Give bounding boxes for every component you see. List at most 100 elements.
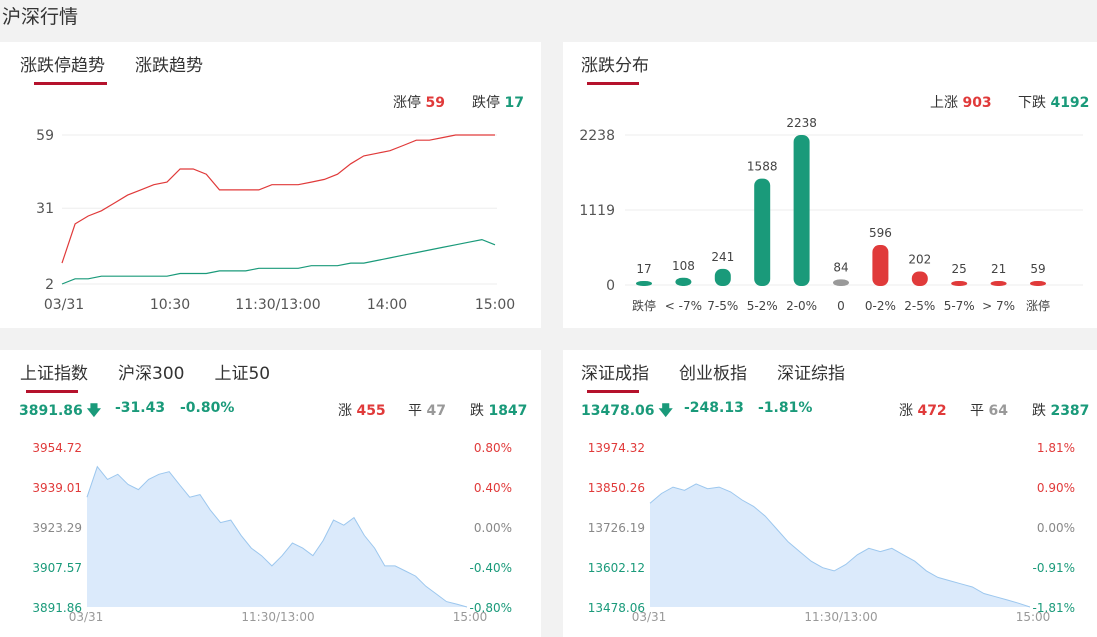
bar-value-label: 202 (908, 252, 931, 266)
y-tick-label-right: -0.91% (1033, 561, 1075, 575)
index-line (649, 483, 1031, 608)
limit-up-line (61, 134, 495, 264)
bar-value-label: 241 (711, 250, 734, 264)
y-tick-label: 3891.86 (32, 601, 82, 615)
sz-change: -248.13 (684, 400, 744, 416)
bar-value-label: 108 (672, 259, 695, 273)
distribution-chart: 2238 1119 0 17 跌停 108 < -7% 241 7-5% 1588 5-2% 2238… (579, 116, 1083, 313)
bar-value-label: 25 (952, 262, 967, 276)
dist-bar (872, 245, 889, 286)
x-tick-label: 5-7% (944, 299, 975, 313)
dist-bar (793, 135, 810, 286)
down-count-stat: 下跌 4192 (1018, 92, 1089, 112)
index-line (86, 465, 468, 608)
x-tick-label: 15:00 (453, 610, 488, 624)
x-tick-label: 14:00 (367, 297, 407, 313)
y-tick-label-right: 0.00% (474, 521, 512, 535)
dist-bar (951, 281, 968, 286)
x-tick-label: < -7% (665, 299, 702, 313)
sz-price: 13478.06 🡇 (581, 403, 673, 419)
x-tick-label: 11:30/13:00 (804, 610, 877, 624)
y-tick-label-right: 0.00% (1037, 521, 1075, 535)
limit-down-label: 跌停 (472, 95, 500, 111)
sz-up-stat: 涨 472 (899, 403, 947, 419)
x-tick-label: 15:00 (1016, 610, 1051, 624)
limit-up-label: 涨停 (393, 95, 421, 111)
limit-up-value: 59 (425, 95, 445, 111)
x-tick-label: 11:30/13:00 (241, 610, 314, 624)
y-tick-label: 59 (36, 128, 54, 144)
down-count-value: 4192 (1050, 95, 1090, 111)
x-tick-label: 15:00 (475, 297, 515, 313)
tab-csi300[interactable]: 沪深300 (118, 364, 185, 384)
y-tick-label-right: 1.81% (1037, 441, 1075, 455)
x-tick-label: 03/31 (69, 610, 104, 624)
up-count-label: 上涨 (930, 95, 958, 111)
limit-down-line (61, 238, 496, 285)
x-tick-label: 2-5% (904, 299, 935, 313)
index-area (87, 466, 467, 607)
dist-bar (911, 271, 928, 286)
bar-value-label: 59 (1030, 262, 1045, 276)
tab-sz-composite[interactable]: 深证综指 (777, 364, 845, 384)
sh-price: 3891.86 🡇 (19, 403, 102, 419)
bar-value-label: 21 (991, 262, 1006, 276)
sz-down-stat: 跌 2387 (1032, 403, 1090, 419)
limit-trend-chart: 59 31 2 03/31 10:30 11:30/13:00 14:00 15:00 (36, 128, 515, 313)
y-tick-label: 13478.06 (588, 601, 645, 615)
index-area (650, 483, 1030, 607)
limit-tabs: 涨跌停趋势 涨跌趋势 (20, 51, 233, 85)
limit-down-value: 17 (504, 95, 524, 111)
sh-change: -31.43 (115, 400, 166, 416)
x-tick-label: 2-0% (786, 299, 817, 313)
tab-sh-composite[interactable]: 上证指数 (20, 359, 88, 393)
dist-bar (636, 281, 652, 286)
limit-trend-panel: 涨跌停趋势 涨跌趋势 涨停 59 跌停 17 59 31 2 03/31 10:30 11… (0, 42, 541, 328)
tab-sse50[interactable]: 上证50 (214, 364, 271, 384)
y-tick-label-right: 0.90% (1037, 481, 1075, 495)
dist-bar (754, 178, 771, 286)
tab-chinext[interactable]: 创业板指 (679, 364, 747, 384)
dist-bar (675, 277, 692, 286)
y-tick-label: 2 (45, 277, 54, 293)
tab-updown-trend[interactable]: 涨跌趋势 (135, 56, 203, 76)
y-tick-label-right: 0.40% (474, 481, 512, 495)
y-tick-label: 3907.57 (32, 561, 82, 575)
sz-pct: -1.81% (758, 400, 813, 416)
sz-index-panel: 深证成指 创业板指 深证综指 13478.06 🡇 -248.13 -1.81% … (563, 350, 1097, 637)
sh-index-panel: 上证指数 沪深300 上证50 3891.86 🡇 -31.43 -0.80% 涨… (0, 350, 541, 637)
sz-intraday-chart: 13974.32 1.81% 13850.26 0.90% 13726.19 0.00% 1… (588, 441, 1075, 624)
y-tick-label: 13602.12 (588, 561, 645, 575)
sh-tabs: 上证指数 沪深300 上证50 (20, 359, 300, 393)
y-tick-label: 31 (36, 201, 54, 217)
sh-down-stat: 跌 1847 (470, 403, 528, 419)
tab-sz-component[interactable]: 深证成指 (581, 359, 649, 393)
sh-flat-stat: 平 47 (408, 403, 446, 419)
limit-up-stat: 涨停 59 (393, 92, 445, 112)
bar-value-label: 84 (833, 260, 848, 274)
tab-distribution[interactable]: 涨跌分布 (581, 51, 649, 85)
sh-up-stat: 涨 455 (338, 403, 386, 419)
bar-value-label: 17 (636, 262, 651, 276)
y-tick-label: 3939.01 (32, 481, 82, 495)
down-count-label: 下跌 (1018, 95, 1046, 111)
x-tick-label: 跌停 (632, 298, 656, 313)
bar-value-label: 596 (869, 226, 892, 240)
distribution-panel: 涨跌分布 上涨 903 下跌 4192 2238 1119 0 17 跌停 108 < -7… (563, 42, 1097, 328)
y-tick-label: 13850.26 (588, 481, 645, 495)
x-tick-label: 11:30/13:00 (235, 297, 320, 313)
x-tick-label: 0-2% (865, 299, 896, 313)
y-tick-label-right: -0.80% (470, 601, 512, 615)
x-tick-label: 5-2% (747, 299, 778, 313)
x-tick-label: 03/31 (632, 610, 667, 624)
dist-bar (990, 281, 1007, 286)
y-tick-label: 2238 (579, 128, 615, 144)
tab-limit-trend[interactable]: 涨跌停趋势 (20, 51, 107, 85)
y-tick-label: 3954.72 (32, 441, 82, 455)
up-count-stat: 上涨 903 (930, 92, 992, 112)
limit-down-stat: 跌停 17 (472, 92, 524, 112)
y-tick-label: 13974.32 (588, 441, 645, 455)
bar-value-label: 1588 (747, 160, 778, 174)
dist-bar (714, 268, 731, 286)
y-tick-label: 3923.29 (32, 521, 82, 535)
